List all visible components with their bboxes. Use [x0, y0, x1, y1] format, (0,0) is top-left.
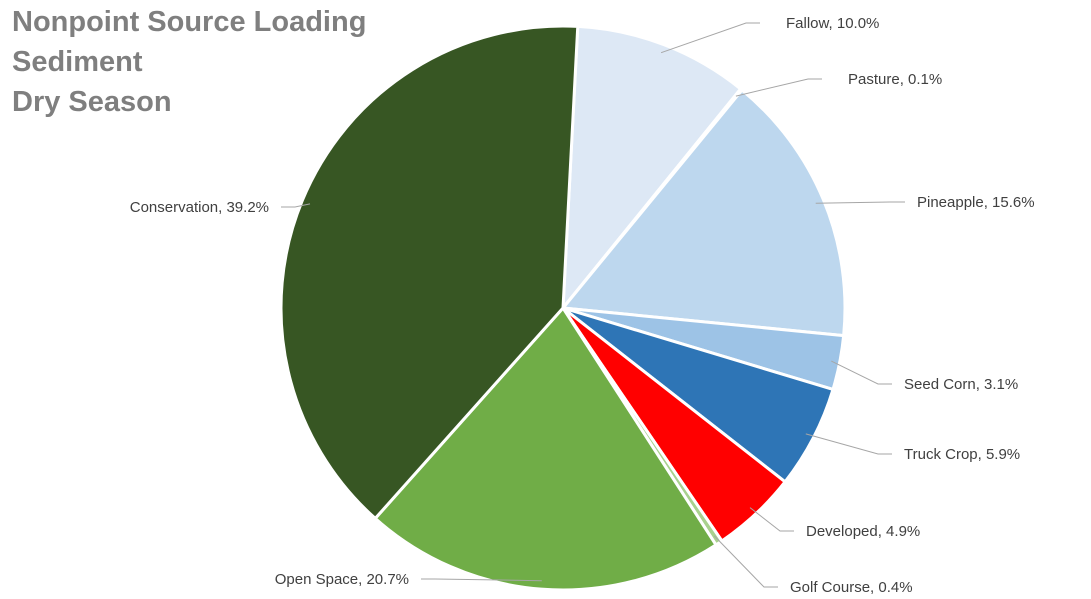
leader-line-golf-course — [713, 535, 778, 588]
leader-line-pasture — [735, 78, 822, 97]
leader-line-developed — [749, 507, 794, 532]
leader-line-fallow — [660, 22, 760, 54]
slice-label-fallow: Fallow, 10.0% — [786, 15, 879, 32]
leader-line-truck-crop — [805, 433, 892, 455]
pie-slice-conservation — [279, 24, 580, 520]
slice-labels: Fallow, 10.0% Pasture, 0.1% Pineapple, 15.… — [130, 15, 1035, 596]
leader-line-conservation — [281, 203, 311, 208]
chart-title: Nonpoint Source Loading Sediment Dry Sea… — [12, 2, 366, 122]
chart-title-line-2: Sediment — [12, 46, 143, 78]
pie-slices — [279, 24, 847, 592]
slice-label-pasture: Pasture, 0.1% — [848, 71, 942, 88]
slice-label-golf-course: Golf Course, 0.4% — [790, 579, 913, 596]
slice-label-developed: Developed, 4.9% — [806, 523, 920, 540]
pie-slice-open-space — [373, 306, 718, 592]
leader-lines — [281, 22, 905, 588]
pie-slice-pineapple — [561, 88, 847, 338]
leader-line-pineapple — [815, 201, 905, 204]
slice-label-pineapple: Pineapple, 15.6% — [917, 194, 1035, 211]
chart-title-line-3: Dry Season — [12, 86, 172, 118]
chart-title-line-1: Nonpoint Source Loading — [12, 6, 367, 38]
slice-label-conservation: Conservation, 39.2% — [130, 199, 269, 216]
leader-line-seed-corn — [831, 360, 892, 385]
pie-slice-fallow — [561, 24, 743, 310]
leader-line-open-space — [421, 578, 542, 582]
slice-label-truck-crop: Truck Crop, 5.9% — [904, 446, 1020, 463]
slice-label-seed-corn: Seed Corn, 3.1% — [904, 376, 1018, 393]
slice-label-open-space: Open Space, 20.7% — [275, 571, 409, 588]
